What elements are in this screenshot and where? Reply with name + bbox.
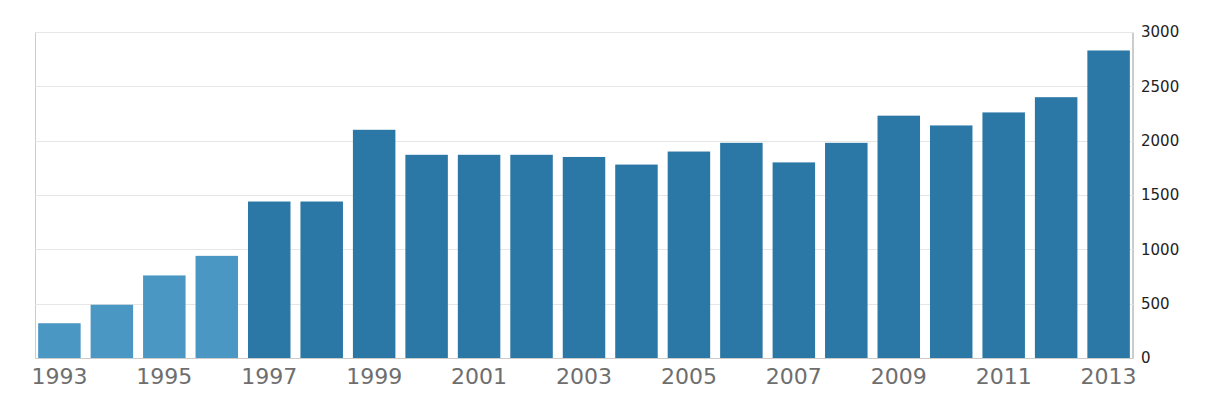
y-tick-label: 0 xyxy=(1141,349,1151,367)
bars xyxy=(38,50,1130,358)
x-tick: 2003 xyxy=(556,364,612,389)
x-axis-line xyxy=(36,358,1134,359)
x-tick: 2009 xyxy=(871,364,927,389)
x-tick-label: 1999 xyxy=(346,364,402,389)
bar xyxy=(615,165,657,358)
y-tick-label: 3000 xyxy=(1141,23,1179,41)
x-tick-label: 2005 xyxy=(661,364,717,389)
grid-line xyxy=(35,86,1133,87)
bar xyxy=(458,155,500,358)
y-axis: 0 500 1000 1500 2000 2500 3000 xyxy=(1133,23,1179,367)
bar xyxy=(668,152,710,358)
y-tick: 2500 xyxy=(1133,78,1179,96)
bar xyxy=(1035,97,1077,358)
x-tick-label: 2011 xyxy=(976,364,1032,389)
grid-line xyxy=(35,32,1133,33)
bar xyxy=(38,323,80,358)
bar xyxy=(353,130,395,358)
y-tick: 3000 xyxy=(1133,23,1179,41)
x-tick: 1999 xyxy=(346,364,402,389)
bar xyxy=(982,112,1024,358)
x-tick: 2011 xyxy=(976,364,1032,389)
bar xyxy=(930,125,972,358)
x-tick-label: 2013 xyxy=(1081,364,1137,389)
bar xyxy=(563,157,605,358)
x-tick-label: 2007 xyxy=(766,364,822,389)
bar xyxy=(825,143,867,358)
bar xyxy=(143,275,185,358)
bar xyxy=(720,143,762,358)
bar xyxy=(300,202,342,358)
y-tick: 1500 xyxy=(1133,186,1179,204)
x-tick-label: 1995 xyxy=(136,364,192,389)
bar xyxy=(878,116,920,358)
bar xyxy=(1087,50,1129,358)
y-axis-line xyxy=(1133,33,1134,359)
x-tick: 2005 xyxy=(661,364,717,389)
y-tick-label: 2500 xyxy=(1141,78,1179,96)
y-tick-label: 1500 xyxy=(1141,186,1179,204)
x-tick: 2007 xyxy=(766,364,822,389)
y-tick: 0 xyxy=(1133,349,1151,367)
x-tick: 1995 xyxy=(136,364,192,389)
y-tick: 500 xyxy=(1133,295,1170,313)
grid-line xyxy=(35,358,1133,359)
bar xyxy=(773,162,815,358)
grid xyxy=(35,33,1133,359)
y-tick: 1000 xyxy=(1133,241,1179,259)
x-tick-label: 2003 xyxy=(556,364,612,389)
bar xyxy=(405,155,447,358)
bar xyxy=(248,202,290,358)
bar xyxy=(196,256,238,358)
x-tick: 1997 xyxy=(241,364,297,389)
y-tick-label: 500 xyxy=(1141,295,1170,313)
bar xyxy=(510,155,552,358)
y-tick-label: 2000 xyxy=(1141,132,1179,150)
x-tick-label: 2009 xyxy=(871,364,927,389)
x-tick-label: 1993 xyxy=(31,364,87,389)
chart: 1993 1995 1997 1999 2001 2003 2005 2007 2009 2011… xyxy=(0,0,1226,419)
x-tick-label: 2001 xyxy=(451,364,507,389)
x-axis: 1993 1995 1997 1999 2001 2003 2005 2007 2009 2011… xyxy=(31,359,1136,389)
x-tick: 2013 xyxy=(1081,364,1137,389)
y-tick: 2000 xyxy=(1133,132,1179,150)
y-tick-label: 1000 xyxy=(1141,241,1179,259)
x-tick-label: 1997 xyxy=(241,364,297,389)
x-tick: 2001 xyxy=(451,364,507,389)
x-tick: 1993 xyxy=(31,364,87,389)
bar xyxy=(91,305,133,358)
plot-frame xyxy=(36,33,1133,359)
